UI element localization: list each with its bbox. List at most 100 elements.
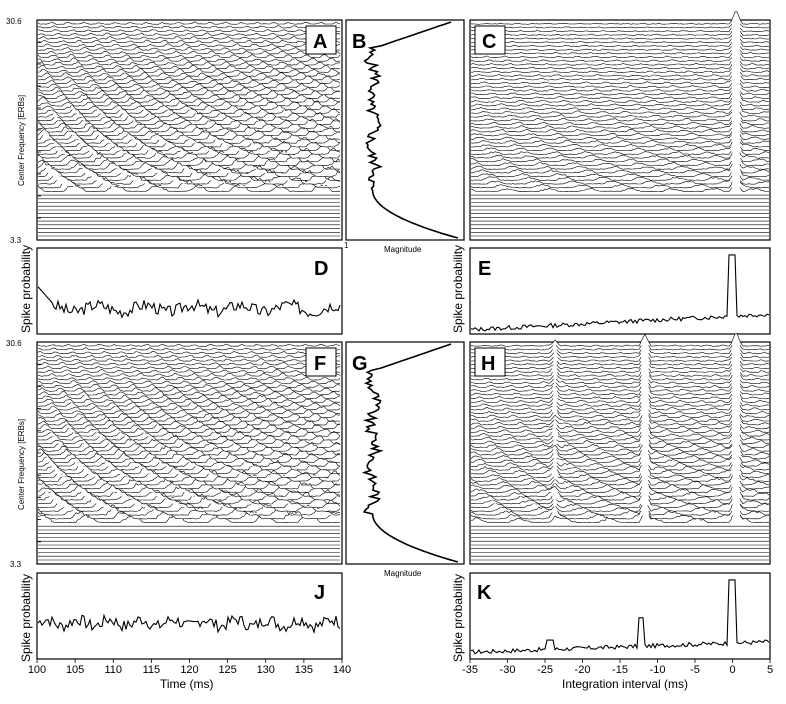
panel-E-spike-line — [470, 254, 770, 332]
traces-H-trace — [471, 393, 770, 407]
traces-F-trace — [37, 484, 341, 494]
traces-H-trace — [470, 450, 770, 467]
x-tick-label: 135 — [295, 664, 313, 676]
x-tick-label: -25 — [537, 664, 553, 676]
panel-label-J: J — [314, 582, 325, 604]
traces-A-trace — [37, 35, 341, 40]
y-top-label-upper: 30.6 — [6, 17, 22, 26]
traces-H-trace — [470, 502, 770, 516]
x-tick-label: 115 — [143, 664, 161, 676]
traces-A-trace — [37, 132, 341, 140]
traces-F-trace — [37, 430, 341, 437]
y-axis-label-upper: Center Frequency [ERBs] — [17, 95, 26, 186]
traces-A-trace — [37, 139, 341, 148]
traces-H-trace — [470, 401, 770, 415]
x-tick-labels-K: -35 -30 -25 -20 -15 -10 -5 0 5 — [462, 659, 773, 676]
traces-F-trace — [37, 477, 341, 486]
traces-C-trace — [470, 44, 770, 59]
panel-A-traces — [37, 21, 341, 237]
traces-C-trace — [470, 157, 770, 170]
panel-F-traces — [37, 343, 341, 561]
x-tick-label: 130 — [257, 664, 275, 676]
x-tick-label: 110 — [104, 664, 122, 676]
traces-F-trace — [37, 365, 341, 370]
traces-F-trace — [37, 368, 341, 373]
traces-H-trace — [470, 461, 770, 475]
traces-C-trace — [470, 171, 770, 185]
spike-label-D: Spike probability — [19, 245, 33, 333]
panel-C-frame — [469, 19, 771, 241]
traces-F-trace — [37, 408, 341, 415]
traces-F-trace — [37, 448, 341, 456]
traces-A-trace — [37, 64, 341, 70]
traces-F-trace — [37, 469, 341, 479]
panel-H-traces — [470, 333, 770, 561]
panel-label-D: D — [314, 258, 328, 280]
panel-label-A: A — [313, 31, 327, 53]
traces-H-trace — [471, 423, 770, 437]
traces-A-trace — [37, 135, 341, 144]
panel-B-magnitude-line — [363, 21, 459, 239]
traces-C-trace — [470, 26, 770, 40]
panel-D-spike-line — [37, 286, 341, 319]
traces-H-trace — [470, 341, 769, 355]
traces-A-trace — [37, 50, 341, 55]
traces-C-trace — [470, 168, 770, 181]
traces-F-trace — [37, 376, 341, 381]
traces-F-trace — [37, 358, 341, 362]
traces-H-trace — [470, 446, 770, 460]
traces-A-trace — [37, 75, 341, 81]
traces-H-trace — [470, 362, 770, 377]
traces-H-trace — [470, 384, 770, 400]
panel-H-frame — [469, 341, 771, 565]
traces-C-trace — [470, 78, 770, 92]
traces-C-trace — [470, 49, 770, 62]
traces-C-trace — [470, 138, 770, 152]
traces-A-trace — [37, 125, 341, 133]
traces-C-trace — [470, 66, 769, 81]
traces-F-trace — [37, 440, 341, 449]
traces-A-trace — [37, 78, 341, 85]
traces-F-trace — [38, 394, 341, 400]
traces-C-trace — [470, 22, 770, 36]
traces-C-trace — [470, 123, 770, 137]
traces-A-trace — [37, 25, 341, 29]
traces-C-trace — [470, 52, 770, 66]
traces-C-trace — [470, 63, 770, 77]
traces-C-trace — [471, 60, 770, 73]
traces-F-trace — [37, 343, 341, 347]
traces-H-trace — [470, 348, 769, 362]
traces-A-trace — [37, 60, 341, 66]
traces-A-trace — [37, 150, 341, 159]
traces-F-trace — [37, 509, 341, 520]
traces-A-trace — [37, 86, 341, 92]
traces-C-trace — [470, 29, 770, 44]
traces-H-trace — [470, 360, 770, 373]
axis-ticks — [37, 19, 41, 565]
traces-C-trace — [470, 82, 770, 96]
traces-A-trace — [37, 67, 341, 73]
traces-F-trace — [37, 473, 341, 482]
traces-C-trace — [470, 179, 769, 193]
traces-C-trace — [470, 128, 770, 144]
x-tick-label: -35 — [462, 664, 478, 676]
x-tick-label: 140 — [333, 664, 351, 676]
traces-C-trace — [470, 84, 770, 100]
traces-H-trace — [470, 377, 769, 392]
traces-C-trace — [470, 173, 770, 189]
traces-C-trace — [470, 160, 770, 174]
traces-C-trace — [471, 149, 770, 163]
traces-F-trace — [37, 379, 341, 385]
traces-H-trace — [470, 474, 770, 490]
spike-label-K: Spike probability — [451, 574, 465, 662]
panel-E-frame — [469, 247, 771, 335]
traces-C-trace — [470, 94, 770, 107]
traces-H-trace — [470, 429, 770, 445]
panel-B-frame — [345, 19, 465, 241]
traces-C-trace — [470, 19, 770, 33]
x-tick-label: 125 — [218, 664, 236, 676]
traces-H-trace — [470, 432, 770, 449]
traces-A-trace — [37, 172, 341, 181]
traces-C-trace — [470, 115, 770, 129]
